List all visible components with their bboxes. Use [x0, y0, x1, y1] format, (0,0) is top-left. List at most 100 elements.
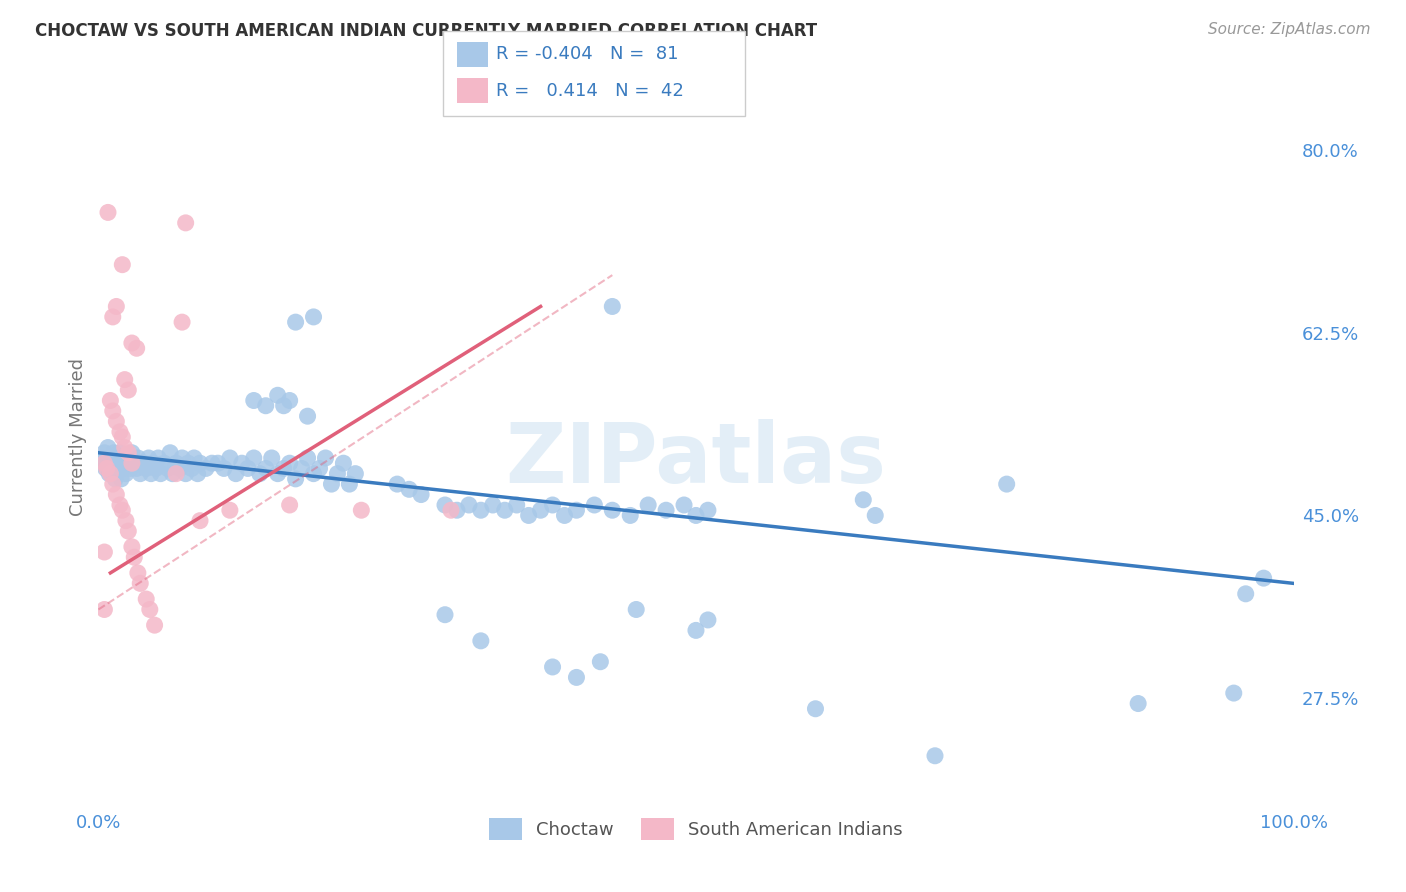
- Point: [302, 310, 325, 324]
- Point: [517, 508, 540, 523]
- Point: [350, 503, 373, 517]
- Point: [602, 503, 624, 517]
- Point: [125, 341, 148, 355]
- Point: [114, 450, 136, 465]
- Point: [159, 446, 181, 460]
- Point: [865, 508, 887, 523]
- Point: [93, 456, 115, 470]
- Point: [111, 430, 134, 444]
- Point: [434, 498, 457, 512]
- Point: [172, 315, 194, 329]
- Point: [172, 450, 194, 465]
- Point: [142, 456, 165, 470]
- Point: [541, 660, 564, 674]
- Point: [129, 467, 152, 481]
- Point: [117, 383, 139, 397]
- Point: [302, 467, 325, 481]
- Point: [188, 456, 211, 470]
- Point: [195, 461, 218, 475]
- Text: R =   0.414   N =  42: R = 0.414 N = 42: [496, 82, 685, 100]
- Point: [995, 477, 1018, 491]
- Point: [143, 618, 166, 632]
- Point: [96, 456, 118, 470]
- Point: [120, 461, 142, 475]
- Point: [97, 205, 120, 219]
- Point: [231, 456, 253, 470]
- Point: [440, 503, 463, 517]
- Legend: Choctaw, South American Indians: Choctaw, South American Indians: [481, 808, 911, 848]
- Point: [124, 456, 146, 470]
- Point: [174, 467, 197, 481]
- Point: [697, 503, 720, 517]
- Point: [94, 461, 117, 475]
- Point: [148, 450, 170, 465]
- Point: [655, 503, 678, 517]
- Point: [297, 409, 319, 424]
- Point: [98, 467, 122, 481]
- Point: [101, 310, 124, 324]
- Point: [385, 477, 409, 491]
- Point: [180, 461, 202, 475]
- Point: [93, 602, 115, 616]
- Point: [115, 467, 138, 481]
- Point: [541, 498, 564, 512]
- Point: [583, 498, 606, 512]
- Point: [135, 461, 157, 475]
- Point: [565, 503, 588, 517]
- Point: [117, 524, 139, 538]
- Point: [225, 467, 247, 481]
- Text: CHOCTAW VS SOUTH AMERICAN INDIAN CURRENTLY MARRIED CORRELATION CHART: CHOCTAW VS SOUTH AMERICAN INDIAN CURRENT…: [35, 22, 817, 40]
- Point: [188, 514, 211, 528]
- Point: [132, 456, 155, 470]
- Point: [852, 492, 875, 507]
- Point: [1234, 587, 1257, 601]
- Y-axis label: Currently Married: Currently Married: [69, 358, 87, 516]
- Point: [117, 456, 139, 470]
- Point: [127, 450, 149, 465]
- Point: [273, 399, 295, 413]
- Point: [98, 393, 122, 408]
- Point: [267, 388, 290, 402]
- Point: [108, 446, 131, 460]
- Point: [243, 450, 266, 465]
- Point: [124, 550, 146, 565]
- Point: [153, 456, 176, 470]
- Point: [212, 461, 235, 475]
- Point: [434, 607, 457, 622]
- Point: [481, 498, 505, 512]
- Point: [117, 446, 139, 460]
- Point: [411, 487, 433, 501]
- Point: [101, 404, 124, 418]
- Point: [637, 498, 659, 512]
- Point: [308, 461, 330, 475]
- Text: Source: ZipAtlas.com: Source: ZipAtlas.com: [1208, 22, 1371, 37]
- Point: [111, 258, 134, 272]
- Point: [219, 503, 242, 517]
- Point: [127, 566, 149, 580]
- Point: [101, 477, 124, 491]
- Point: [326, 467, 349, 481]
- Point: [165, 467, 187, 481]
- Point: [278, 456, 301, 470]
- Point: [273, 461, 295, 475]
- Point: [278, 393, 301, 408]
- Point: [530, 503, 553, 517]
- Point: [470, 503, 492, 517]
- Point: [105, 487, 128, 501]
- Point: [315, 450, 337, 465]
- Point: [602, 300, 624, 314]
- Point: [115, 514, 138, 528]
- Point: [91, 450, 114, 465]
- Point: [174, 216, 197, 230]
- Point: [1223, 686, 1246, 700]
- Point: [398, 483, 420, 497]
- Point: [458, 498, 481, 512]
- Point: [93, 446, 115, 460]
- Point: [589, 655, 612, 669]
- Point: [219, 450, 242, 465]
- Point: [339, 477, 361, 491]
- Point: [187, 467, 209, 481]
- Point: [149, 467, 172, 481]
- Point: [100, 456, 122, 470]
- Point: [105, 300, 128, 314]
